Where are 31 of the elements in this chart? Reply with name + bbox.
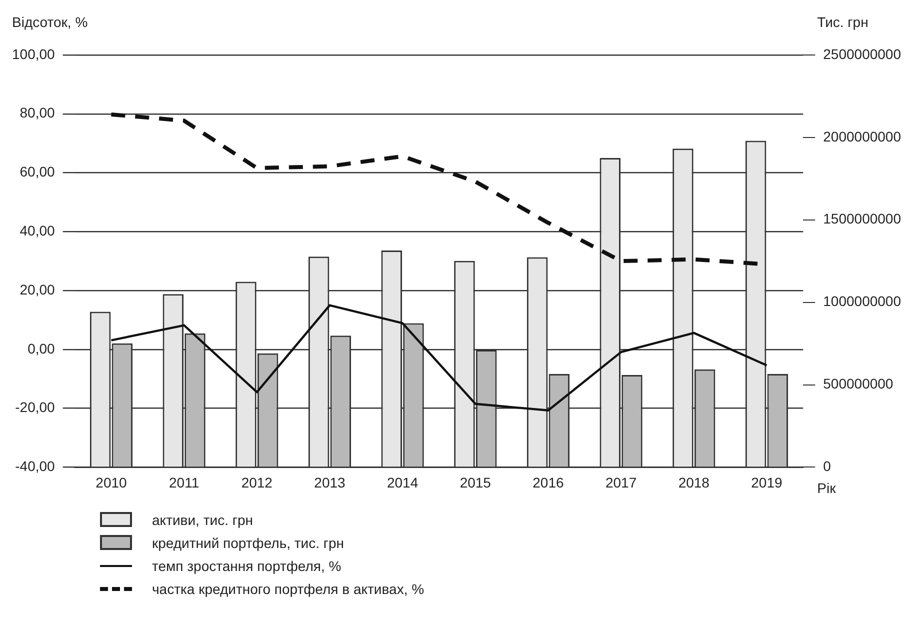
y2-tick-label: 1500000000 <box>823 210 902 227</box>
y-tick-label: -20,00 <box>15 399 56 416</box>
y-tick-label: 0,00 <box>28 340 56 356</box>
x-tick-label: 2018 <box>678 474 710 490</box>
y2-tick-label: 0 <box>823 458 832 474</box>
legend-label: кредитний портфель, тис. грн <box>152 534 344 550</box>
y2-tick-label: 2000000000 <box>823 128 902 144</box>
y-tick-label: 20,00 <box>20 281 56 298</box>
y2-axis-title: Тис. грн <box>817 14 868 30</box>
legend-label: активи, тис. грн <box>152 512 253 528</box>
x-tick-label: 2012 <box>241 474 273 490</box>
x-tick-label: 2017 <box>605 474 637 490</box>
x-tick-label: 2014 <box>386 474 418 490</box>
y2-tick-label: 2500000000 <box>823 46 902 62</box>
y-tick-label: 40,00 <box>20 222 56 239</box>
x-tick-label: 2019 <box>751 474 783 490</box>
x-axis-title: Рік <box>817 480 837 496</box>
y-tick-label: 60,00 <box>20 164 56 180</box>
legend-label: частка кредитного портфеля в активах, % <box>152 580 424 596</box>
x-tick-label: 2013 <box>314 474 346 490</box>
y-tick-label: -40,00 <box>15 458 56 474</box>
y2-tick-label: 1000000000 <box>823 293 902 310</box>
x-tick-label: 2010 <box>96 474 128 490</box>
x-tick-label: 2016 <box>532 474 564 490</box>
y-tick-label: 100,00 <box>12 46 56 62</box>
y2-tick-label: 500000000 <box>823 376 894 392</box>
legend-label: темп зростання портфеля, % <box>152 558 342 574</box>
x-tick-label: 2015 <box>460 474 492 490</box>
x-tick-label: 2011 <box>169 474 200 490</box>
y-axis-title: Відсоток, % <box>12 14 88 30</box>
y-tick-label: 80,00 <box>20 104 56 121</box>
